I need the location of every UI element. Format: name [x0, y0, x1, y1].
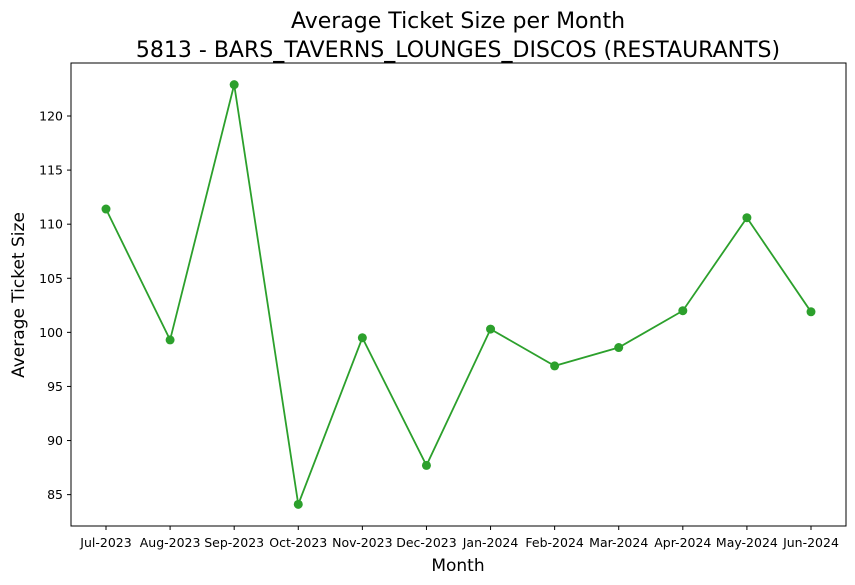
x-tick-label: May-2024 [716, 535, 778, 550]
x-tick-label: Oct-2023 [269, 535, 327, 550]
x-tick-label: Nov-2023 [332, 535, 392, 550]
chart-title-line-1: Average Ticket Size per Month [291, 9, 625, 34]
y-axis-label: Average Ticket Size [9, 212, 29, 378]
y-tick-label: 105 [39, 271, 63, 286]
x-tick-label: Apr-2024 [654, 535, 711, 550]
series-line [105, 84, 812, 508]
x-tick-label: Jun-2024 [782, 535, 839, 550]
chart-title-line-2: 5813 - BARS_TAVERNS_LOUNGES_DISCOS (REST… [136, 38, 780, 63]
x-tick-label: Aug-2023 [140, 535, 201, 550]
data-point [229, 80, 239, 90]
x-tick-label: Sep-2023 [204, 535, 264, 550]
y-tick-label: 120 [39, 109, 63, 124]
x-axis-ticks: Jul-2023 Aug-2023 Sep-2023 Oct-2023 Nov-2023… [79, 526, 839, 550]
y-axis-ticks: 85 90 95 100 105 110 115 120 [39, 109, 71, 502]
data-point [357, 333, 367, 343]
series-group [101, 80, 816, 509]
y-tick-label: 90 [47, 433, 63, 448]
x-tick-label: Jul-2023 [79, 535, 131, 550]
data-point [550, 361, 560, 371]
data-point [742, 213, 752, 223]
y-tick-label: 110 [39, 217, 63, 232]
data-point [614, 343, 624, 353]
y-tick-label: 100 [39, 325, 63, 340]
data-point [101, 204, 111, 214]
data-point [678, 306, 688, 316]
data-point [293, 499, 303, 509]
data-point [806, 307, 816, 317]
x-tick-label: Feb-2024 [525, 535, 584, 550]
x-tick-label: Jan-2024 [462, 535, 519, 550]
data-point [421, 460, 431, 470]
y-tick-label: 95 [47, 379, 63, 394]
y-tick-label: 85 [47, 487, 63, 502]
x-axis-label: Month [431, 556, 484, 576]
plot-area-frame [70, 62, 847, 527]
x-tick-label: Mar-2024 [589, 535, 648, 550]
y-tick-label: 115 [39, 163, 63, 178]
data-point [165, 335, 175, 345]
x-tick-label: Dec-2023 [396, 535, 457, 550]
data-point [486, 324, 496, 334]
